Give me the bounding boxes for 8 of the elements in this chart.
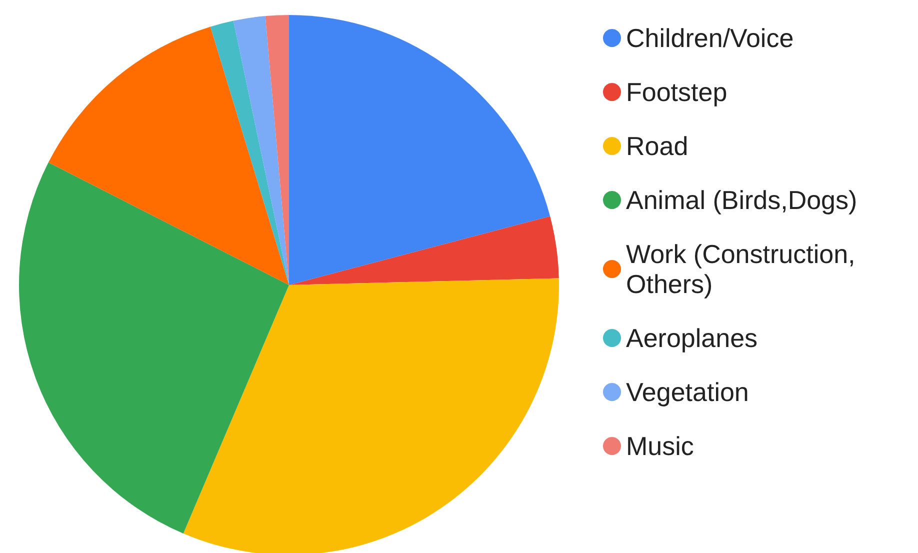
legend-label: Road [626, 131, 688, 161]
legend-label: Music [626, 431, 694, 461]
legend-label: Work (Construction, Others) [626, 239, 862, 299]
legend-label: Animal (Birds,Dogs) [626, 185, 858, 215]
legend-label: Aeroplanes [626, 323, 758, 353]
legend-label: Footstep [626, 77, 728, 107]
legend-label: Children/Voice [626, 23, 794, 53]
legend-label: Vegetation [626, 377, 749, 407]
